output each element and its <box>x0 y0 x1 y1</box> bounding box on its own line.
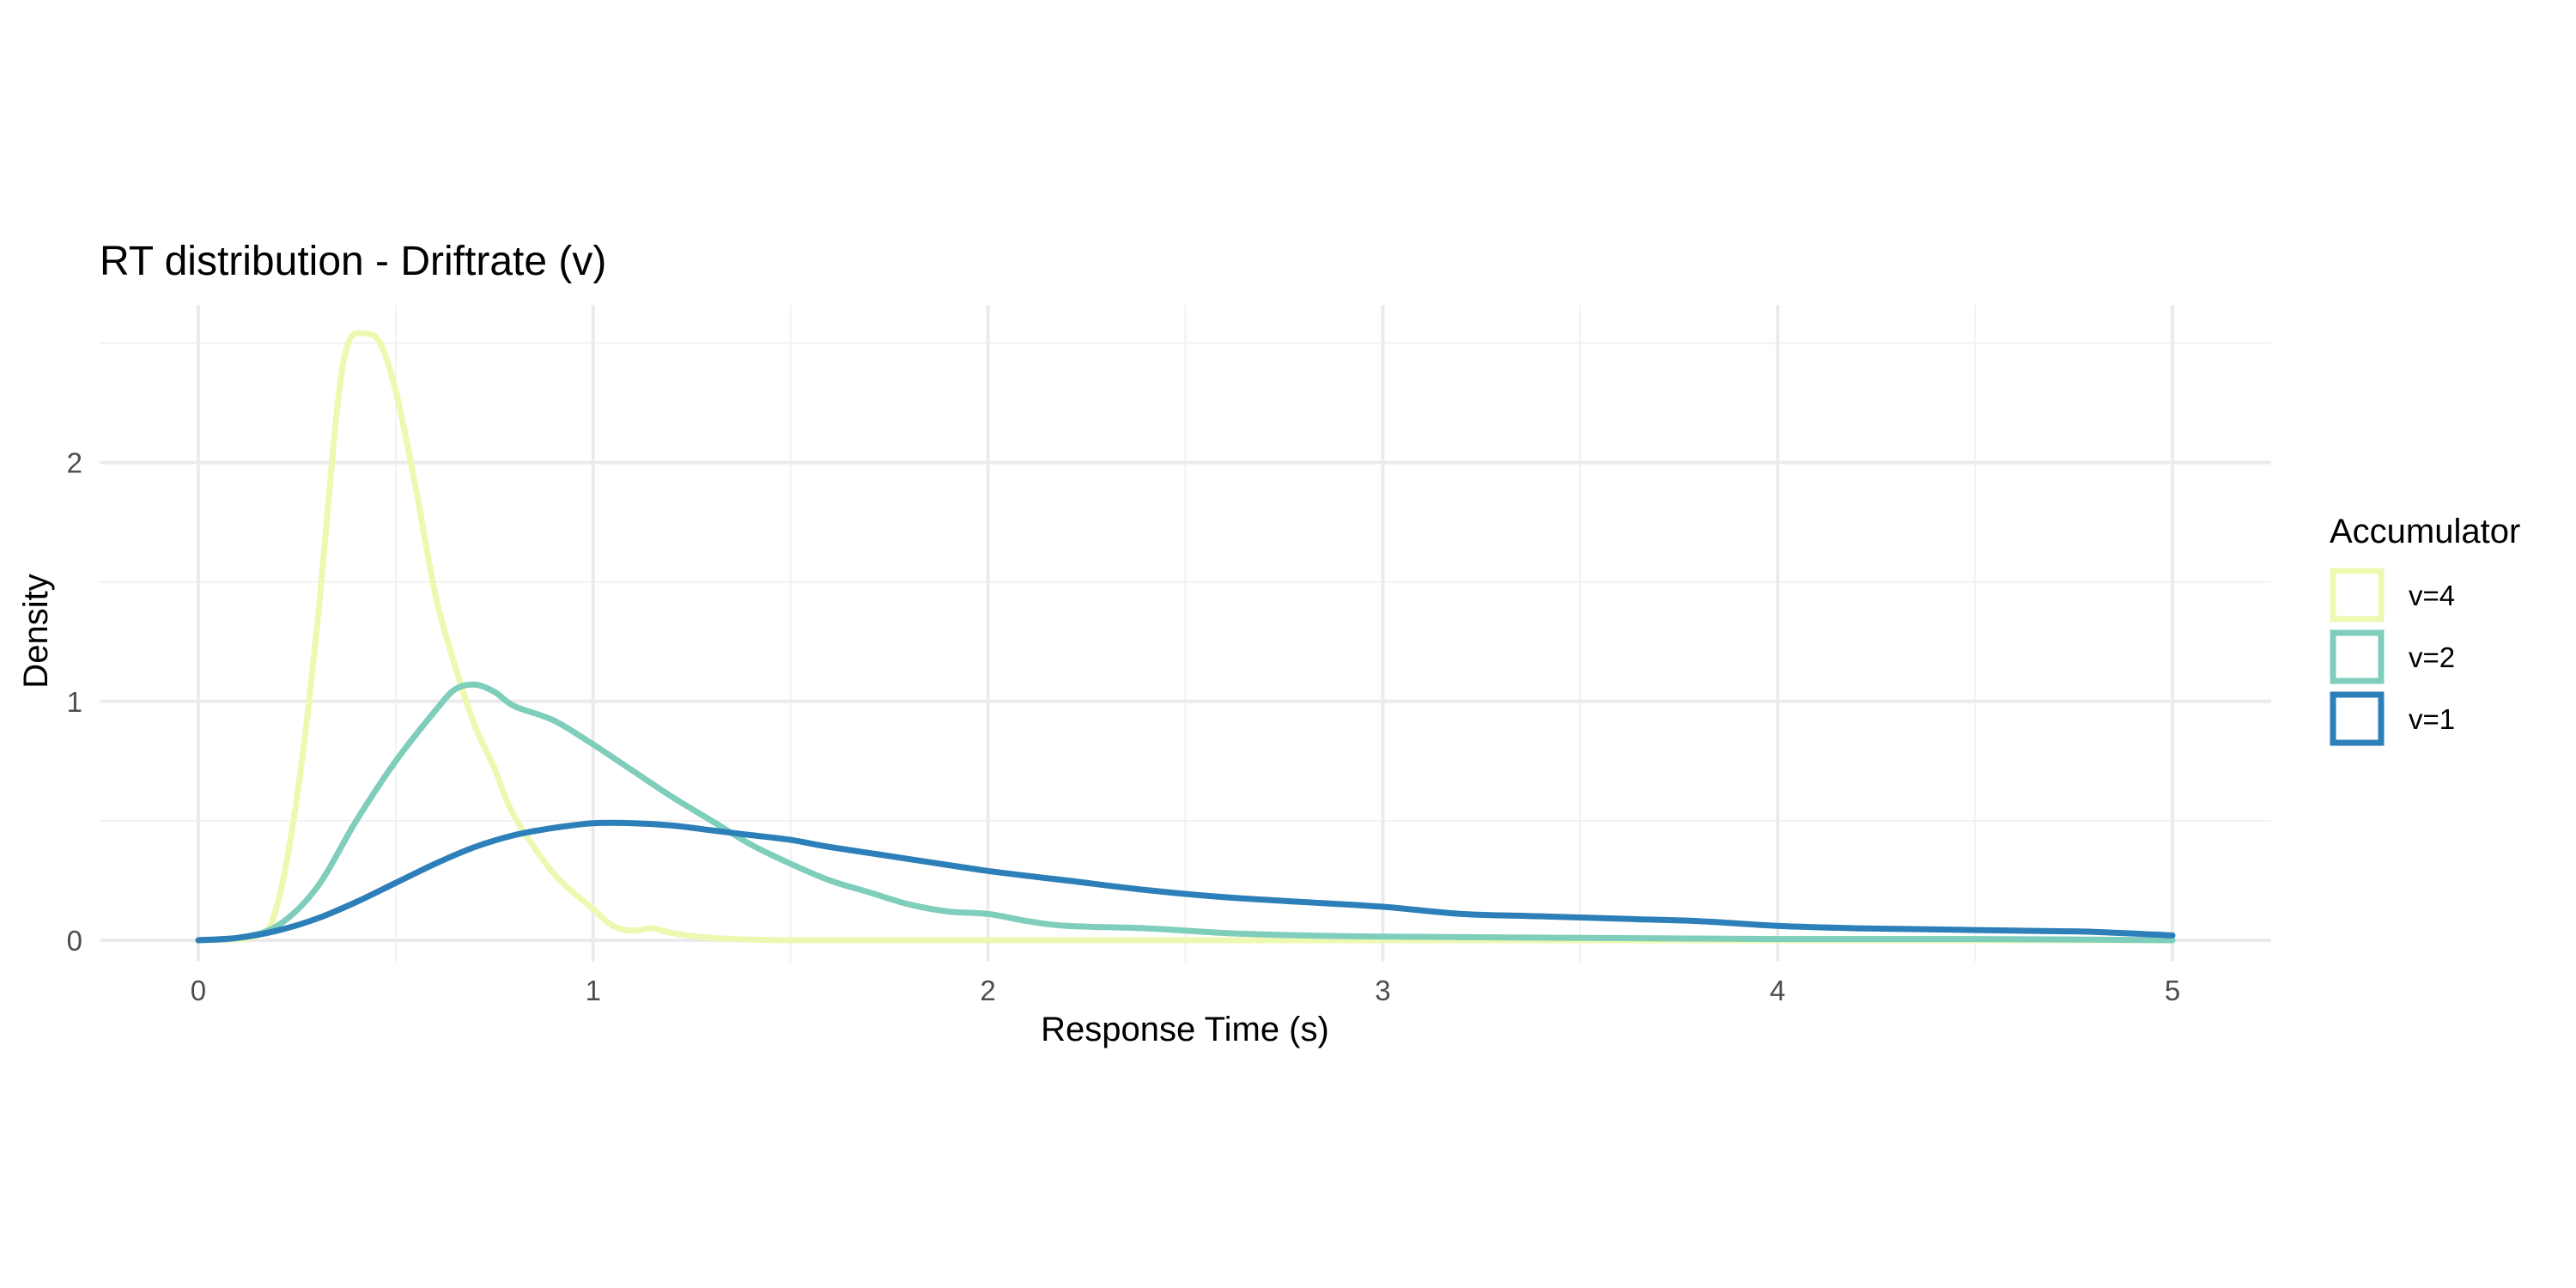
series-line-v-4 <box>195 330 2176 944</box>
legend-key-v-2 <box>2330 629 2385 684</box>
chart-title: RT distribution - Driftrate (v) <box>100 239 606 284</box>
legend-key-v-4 <box>2330 568 2385 623</box>
x-tick-label: 4 <box>1770 975 1785 1006</box>
x-axis-title: Response Time (s) <box>1041 1011 1329 1048</box>
x-tick-label: 2 <box>980 975 995 1006</box>
x-tick-label: 1 <box>586 975 601 1006</box>
x-tick-labels: 0 1 2 3 4 5 <box>191 975 2180 1006</box>
legend-label-v-1: v=1 <box>2409 703 2455 735</box>
series-layer <box>195 330 2176 944</box>
legend-label-v-2: v=2 <box>2409 641 2455 673</box>
legend-title: Accumulator <box>2330 513 2520 550</box>
series-line-v-2 <box>195 681 2176 944</box>
legend: Accumulator v=4 v=2 v=1 <box>2330 513 2520 746</box>
y-axis-title: Density <box>17 574 55 688</box>
x-tick-label: 5 <box>2165 975 2180 1006</box>
series-line-v-1 <box>195 819 2176 944</box>
legend-key-v-1 <box>2330 691 2385 746</box>
x-tick-label: 3 <box>1375 975 1390 1006</box>
legend-label-v-4: v=4 <box>2409 580 2455 611</box>
y-tick-label: 2 <box>67 447 82 479</box>
y-tick-label: 1 <box>67 686 82 718</box>
y-tick-labels: 0 1 2 <box>67 447 82 957</box>
y-tick-label: 0 <box>67 925 82 957</box>
legend-items: v=4 v=2 v=1 <box>2330 568 2455 746</box>
x-tick-label: 0 <box>191 975 206 1006</box>
